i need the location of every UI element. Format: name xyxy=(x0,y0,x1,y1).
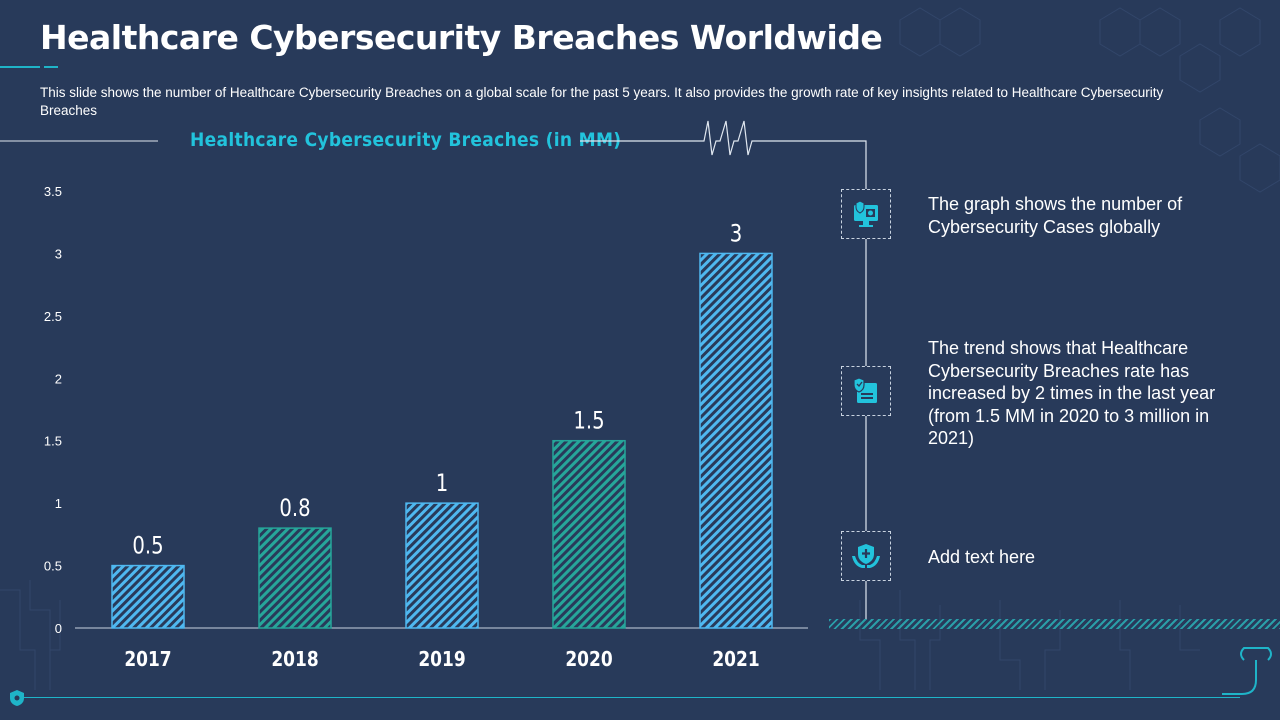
bar-2021 xyxy=(699,252,773,629)
heartbeat-line xyxy=(580,120,867,620)
y-tick-label: 0.5 xyxy=(44,559,62,574)
footer-line xyxy=(24,697,1240,698)
bar-2020 xyxy=(552,439,626,629)
page-title: Healthcare Cybersecurity Breaches Worldw… xyxy=(40,18,883,57)
y-tick-label: 3 xyxy=(55,246,62,261)
bar-value-label: 0.5 xyxy=(132,533,163,560)
x-tick-label: 2017 xyxy=(124,649,171,672)
monitor-shield-icon xyxy=(854,200,878,227)
insight-icon-box-3 xyxy=(841,531,891,581)
hands-shield-icon xyxy=(852,544,880,568)
bar-2018 xyxy=(258,527,332,629)
y-tick-label: 2 xyxy=(55,371,62,386)
bar-2017 xyxy=(111,564,185,629)
shield-logo-icon xyxy=(10,690,24,706)
y-tick-label: 2.5 xyxy=(44,309,62,324)
y-tick-label: 1.5 xyxy=(44,434,62,449)
title-underline xyxy=(0,66,40,68)
bar-value-label: 3 xyxy=(730,221,743,248)
decorative-hatch-strip xyxy=(829,619,1280,629)
insight-text-1: The graph shows the number of Cybersecur… xyxy=(928,194,1183,237)
y-tick-label: 1 xyxy=(55,496,62,511)
bar-2019 xyxy=(405,502,479,629)
x-tick-label: 2019 xyxy=(418,649,465,672)
x-tick-label: 2018 xyxy=(271,649,318,672)
insight-text-2: The trend shows that Healthcare Cybersec… xyxy=(928,338,1216,448)
chart-title: Healthcare Cybersecurity Breaches (in MM… xyxy=(190,129,622,151)
bar-value-label: 1 xyxy=(436,470,449,497)
y-tick-label: 0 xyxy=(55,621,62,636)
x-tick-label: 2020 xyxy=(565,649,612,672)
bar-value-label: 0.8 xyxy=(279,495,310,522)
y-tick-label: 3.5 xyxy=(44,184,62,199)
x-tick-label: 2021 xyxy=(712,649,759,672)
insight-icon-box-2 xyxy=(841,366,891,416)
page-subtitle: This slide shows the number of Healthcar… xyxy=(40,85,1164,118)
insight-text-3[interactable]: Add text here xyxy=(928,547,1036,567)
insight-icon-box-1 xyxy=(841,189,891,239)
title-underline-accent xyxy=(44,66,58,68)
document-shield-icon xyxy=(853,377,877,403)
bar-value-label: 1.5 xyxy=(573,408,604,435)
